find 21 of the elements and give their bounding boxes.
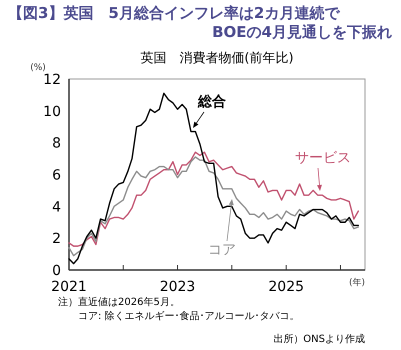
text: コア: 除くエネルギー･食品･アルコール･タバコ。	[78, 310, 300, 322]
y-tick-label: 4	[52, 199, 62, 216]
text: コア	[208, 242, 236, 258]
y-tick-label: 10	[43, 104, 61, 120]
chart-subtitle: 英国 消費者物価(前年比)	[140, 51, 294, 66]
y-tick-label: 6	[52, 168, 62, 184]
x-tick-label: 2025	[268, 279, 304, 295]
text: 注）直近値は2026年5月。	[58, 296, 180, 308]
chart-title: 【図3】英国 5月総合インフレ率は2カ月連続で BOEの4月見通しを下振れ	[8, 4, 392, 41]
text: 出所）ONSより作成	[273, 333, 365, 345]
series-label: サービス	[295, 150, 351, 166]
y-tick-label: 2	[52, 231, 61, 248]
line-series	[68, 92, 360, 264]
series-label: 総合	[197, 94, 226, 110]
y-tick-label: 8	[52, 136, 61, 152]
x-tick-label: 2023	[160, 279, 196, 295]
y-axis-title: (%)	[30, 63, 46, 73]
y-tick-label: 12	[43, 72, 61, 88]
x-axis-title: (年)	[348, 277, 366, 288]
y-tick-label: 0	[52, 263, 61, 279]
x-tick-label: 2021	[51, 279, 87, 295]
